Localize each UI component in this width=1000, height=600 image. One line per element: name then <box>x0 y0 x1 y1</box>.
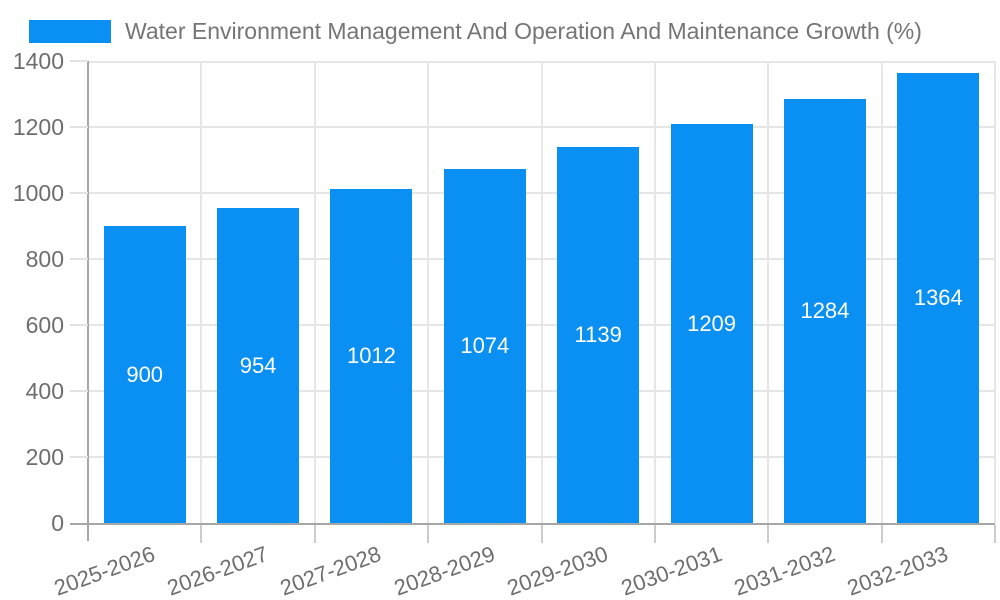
v-gridline <box>200 61 203 523</box>
plot-area: 900 954 1012 1074 1139 1209 1284 1364 <box>88 61 996 523</box>
bar-value-label: 1284 <box>800 298 850 324</box>
bar-value-label: 1364 <box>913 284 963 310</box>
x-axis-tick <box>200 525 203 543</box>
bar[interactable]: 1139 <box>557 147 640 523</box>
v-gridline <box>767 61 770 523</box>
y-axis-label: 200 <box>25 444 64 470</box>
bar[interactable]: 900 <box>103 226 186 523</box>
bar-value-label: 1209 <box>687 310 737 336</box>
y-axis-label: 400 <box>25 378 64 404</box>
y-axis-tick <box>70 192 88 194</box>
y-axis-label: 1000 <box>12 180 64 206</box>
bar[interactable]: 954 <box>217 208 300 523</box>
chart-title: Water Environment Management And Operati… <box>125 17 922 44</box>
v-gridline <box>540 61 543 523</box>
y-axis-tick <box>70 390 88 392</box>
y-axis-label: 600 <box>25 312 64 338</box>
y-axis-label: 800 <box>25 246 64 272</box>
v-gridline <box>427 61 430 523</box>
y-axis-line <box>87 61 89 541</box>
x-axis-line <box>70 523 995 525</box>
bar-value-label: 954 <box>239 352 277 378</box>
x-axis-tick <box>767 525 770 543</box>
bar[interactable]: 1074 <box>443 168 526 523</box>
v-gridline <box>313 61 316 523</box>
x-axis-tick <box>994 525 996 543</box>
y-axis-tick <box>70 126 88 128</box>
y-axis-tick <box>70 258 88 260</box>
y-axis-label: 1200 <box>12 114 64 140</box>
x-axis-tick <box>653 525 656 543</box>
bar[interactable]: 1284 <box>783 99 866 523</box>
x-axis-tick <box>313 525 316 543</box>
bar-value-label: 1139 <box>574 322 622 348</box>
v-gridline <box>994 61 996 523</box>
y-axis-tick <box>70 60 88 62</box>
y-axis-tick <box>70 324 88 326</box>
bar-value-label: 1012 <box>346 343 396 369</box>
bar-value-label: 1074 <box>460 332 510 358</box>
bar[interactable]: 1012 <box>330 189 413 523</box>
x-axis-tick <box>540 525 543 543</box>
bar[interactable]: 1364 <box>897 72 980 523</box>
x-axis-tick <box>427 525 430 543</box>
v-gridline <box>880 61 883 523</box>
y-axis-label: 0 <box>51 510 64 536</box>
x-axis-tick <box>880 525 883 543</box>
chart-legend[interactable]: Water Environment Management And Operati… <box>29 14 922 48</box>
bar-value-label: 900 <box>126 361 164 387</box>
v-gridline <box>653 61 656 523</box>
y-axis-label: 1400 <box>12 48 64 74</box>
bar[interactable]: 1209 <box>670 124 753 523</box>
y-axis-tick <box>70 456 88 458</box>
legend-swatch <box>29 19 111 43</box>
